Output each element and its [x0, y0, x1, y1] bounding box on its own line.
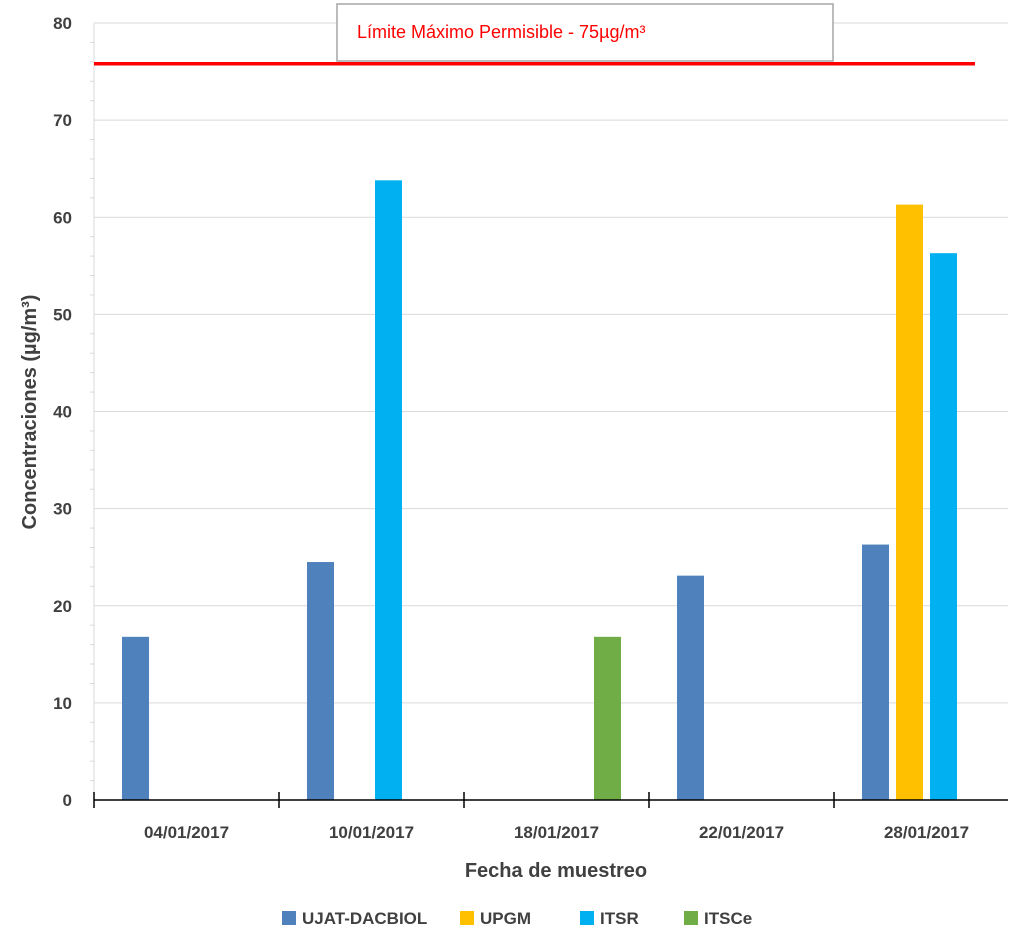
- bar: [375, 180, 402, 800]
- limit-label-box: [336, 3, 834, 62]
- tick-labels: 0 10 20 30 40 50 60 70 80 04/01/2017 10/01/2017 18/…: [53, 14, 969, 842]
- bar: [594, 636, 621, 800]
- bars: [122, 180, 957, 800]
- x-tick-label: 22/01/2017: [699, 823, 784, 842]
- legend-swatch: [282, 911, 296, 925]
- bar: [862, 544, 889, 800]
- legend-label: UPGM: [480, 909, 531, 928]
- bar: [896, 204, 923, 800]
- y-tick-label: 30: [53, 500, 72, 519]
- x-tick-label: 28/01/2017: [884, 823, 969, 842]
- y-tick-label: 70: [53, 111, 72, 130]
- limit-label: Límite Máximo Permisible - 75µg/m³: [357, 22, 645, 42]
- y-tick-label: 40: [53, 403, 72, 422]
- legend-label: ITSCe: [704, 909, 752, 928]
- y-axis-title: Concentraciones (µg/m³): [19, 295, 41, 530]
- legend-swatch: [460, 911, 474, 925]
- legend-label: ITSR: [600, 909, 639, 928]
- legend-swatch: [684, 911, 698, 925]
- y-tick-label: 80: [53, 14, 72, 33]
- y-tick-label: 60: [53, 208, 72, 227]
- axes: [90, 23, 1008, 808]
- y-tick-label: 10: [53, 694, 72, 713]
- gridlines: [94, 22, 1008, 704]
- bar: [677, 575, 704, 800]
- x-axis-title: Fecha de muestreo: [465, 860, 647, 882]
- bar: [122, 636, 149, 800]
- legend-swatch: [580, 911, 594, 925]
- bar: [930, 253, 957, 800]
- x-tick-label: 18/01/2017: [514, 823, 599, 842]
- bar: [307, 562, 334, 800]
- y-tick-label: 0: [63, 791, 72, 810]
- x-tick-label: 10/01/2017: [329, 823, 414, 842]
- x-tick-label: 04/01/2017: [144, 823, 229, 842]
- y-tick-label: 20: [53, 597, 72, 616]
- y-tick-label: 50: [53, 305, 72, 324]
- legend-label: UJAT-DACBIOL: [302, 909, 427, 928]
- legend: UJAT-DACBIOL UPGM ITSR ITSCe: [282, 909, 752, 928]
- limit-annotation: Límite Máximo Permisible - 75µg/m³: [94, 3, 975, 66]
